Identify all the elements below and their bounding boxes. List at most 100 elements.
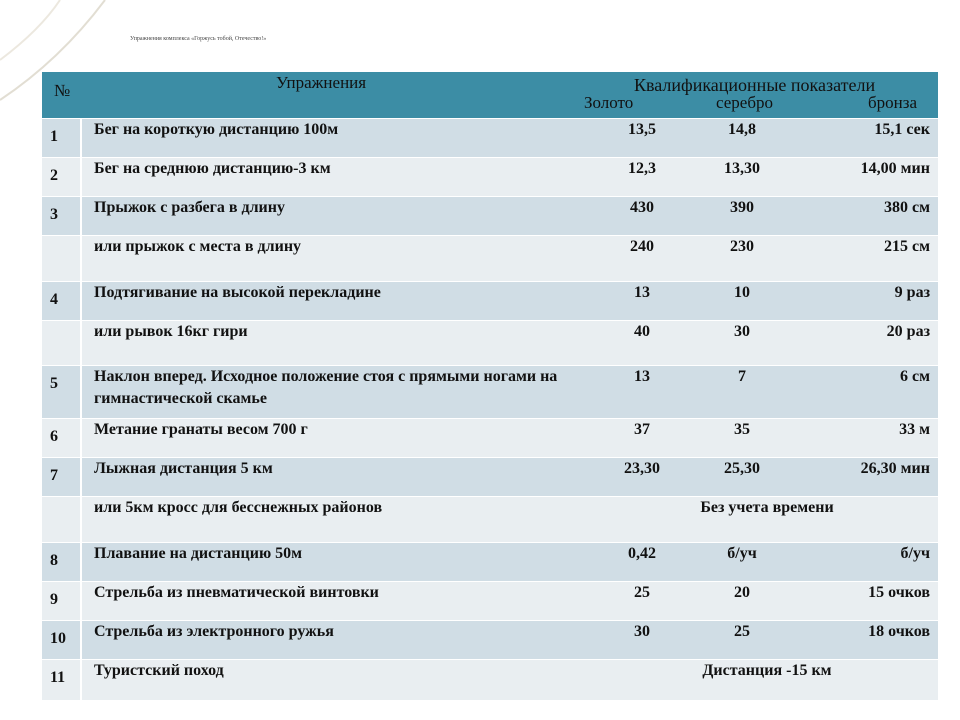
row: [42, 320, 938, 365]
row-num: 8: [50, 552, 58, 569]
merged-value: Без учета времени: [700, 499, 834, 516]
header-silver: серебро: [716, 93, 773, 112]
bronze: 20 раз: [886, 323, 930, 340]
row: [42, 581, 938, 620]
row-exercise: Наклон вперед. Исходное положение стоя с…: [94, 368, 558, 407]
silver: 13,30: [724, 160, 760, 177]
gold: 240: [630, 238, 654, 255]
bronze: 18 очков: [868, 623, 930, 640]
bronze: 33 м: [899, 421, 930, 438]
row-num: 7: [50, 467, 58, 484]
silver: 30: [734, 323, 750, 340]
gold: 37: [634, 421, 650, 438]
row-separator: [80, 281, 82, 320]
row-separator: [80, 542, 82, 581]
row-num: 9: [50, 591, 58, 608]
row-exercise: или рывок 16кг гири: [94, 323, 248, 340]
gold: 13,5: [628, 121, 656, 138]
row: [42, 542, 938, 581]
gold: 13: [634, 368, 650, 385]
row-separator: [80, 118, 82, 157]
row-separator: [80, 496, 82, 542]
row-separator: [80, 235, 82, 281]
gold: 40: [634, 323, 650, 340]
gold: 13: [634, 284, 650, 301]
bronze: 380 см: [884, 199, 930, 216]
silver: б/уч: [727, 545, 757, 562]
bronze: 6 см: [900, 368, 930, 385]
row: [42, 235, 938, 281]
row-separator: [80, 320, 82, 365]
row-separator: [80, 581, 82, 620]
gold: 25: [634, 584, 650, 601]
row-exercise: Плавание на дистанцию 50м: [94, 545, 303, 562]
silver: 20: [734, 584, 750, 601]
row: [42, 196, 938, 235]
row-num: 1: [50, 128, 58, 145]
silver: 25: [734, 623, 750, 640]
row: [42, 157, 938, 196]
row-exercise: Стрельба из электронного ружья: [94, 623, 334, 640]
silver: 14,8: [728, 121, 756, 138]
bronze: 14,00 мин: [860, 160, 930, 177]
row-exercise: Бег на среднюю дистанцию-3 км: [94, 160, 331, 177]
row-exercise: или 5км кросс для бесснежных районов: [94, 499, 383, 516]
row-exercise: Метание гранаты весом 700 г: [94, 421, 308, 438]
silver: 35: [734, 421, 750, 438]
gold: 30: [634, 623, 650, 640]
row-num: 11: [50, 669, 66, 686]
row-exercise: Прыжок с разбега в длину: [94, 199, 285, 216]
silver: 230: [730, 238, 754, 255]
row-separator: [80, 659, 82, 700]
row-separator: [80, 457, 82, 496]
row-separator: [80, 365, 82, 418]
decoration: [0, 0, 106, 101]
silver: 25,30: [724, 460, 760, 477]
merged-value: Дистанция -15 км: [702, 662, 832, 679]
gold: 430: [630, 199, 654, 216]
row-exercise: Бег на короткую дистанцию 100м: [94, 121, 339, 138]
row-exercise: Подтягивание на высокой перекладине: [94, 284, 381, 301]
row-num: 10: [50, 630, 66, 647]
row-separator: [80, 196, 82, 235]
row-num: 6: [50, 428, 58, 445]
bronze: б/уч: [900, 545, 930, 562]
bronze: 15 очков: [868, 584, 930, 601]
bronze: 15,1 сек: [874, 121, 930, 138]
row: [42, 365, 938, 418]
row: [42, 457, 938, 496]
header-num: №: [54, 81, 71, 100]
row-separator: [80, 418, 82, 457]
row-exercise: Лыжная дистанция 5 км: [94, 460, 273, 477]
header-exercise: Упражнения: [276, 73, 367, 92]
row-separator: [80, 620, 82, 659]
silver: 10: [734, 284, 750, 301]
row: [42, 620, 938, 659]
row-num: 2: [50, 167, 58, 184]
table: № Упражнения Квалификационные показатели Зо…: [42, 72, 938, 700]
row-exercise: или прыжок с места в длину: [94, 238, 302, 255]
row: [42, 659, 938, 700]
row-num: 5: [50, 375, 58, 392]
row-num: 4: [50, 291, 58, 308]
row: [42, 118, 938, 157]
row-separator: [80, 157, 82, 196]
header-bronze: бронза: [868, 93, 918, 112]
row-exercise: Туристский поход: [94, 662, 224, 679]
silver: 390: [730, 199, 754, 216]
gold: 23,30: [624, 460, 660, 477]
row-exercise: Стрельба из пневматической винтовки: [94, 584, 379, 601]
title: Упражнения комплекса «Горжусь тобой, Оте…: [130, 36, 267, 42]
row: [42, 496, 938, 542]
header-row: [42, 72, 938, 118]
gold: 0,42: [628, 545, 656, 562]
header-gold: Золото: [584, 93, 634, 112]
row-num: 3: [50, 206, 58, 223]
bronze: 215 см: [884, 238, 930, 255]
bronze: 9 раз: [894, 284, 930, 301]
silver: 7: [738, 368, 746, 385]
header-qualification: Квалификационные показатели: [634, 75, 876, 95]
gold: 12,3: [628, 160, 656, 177]
row: [42, 418, 938, 457]
